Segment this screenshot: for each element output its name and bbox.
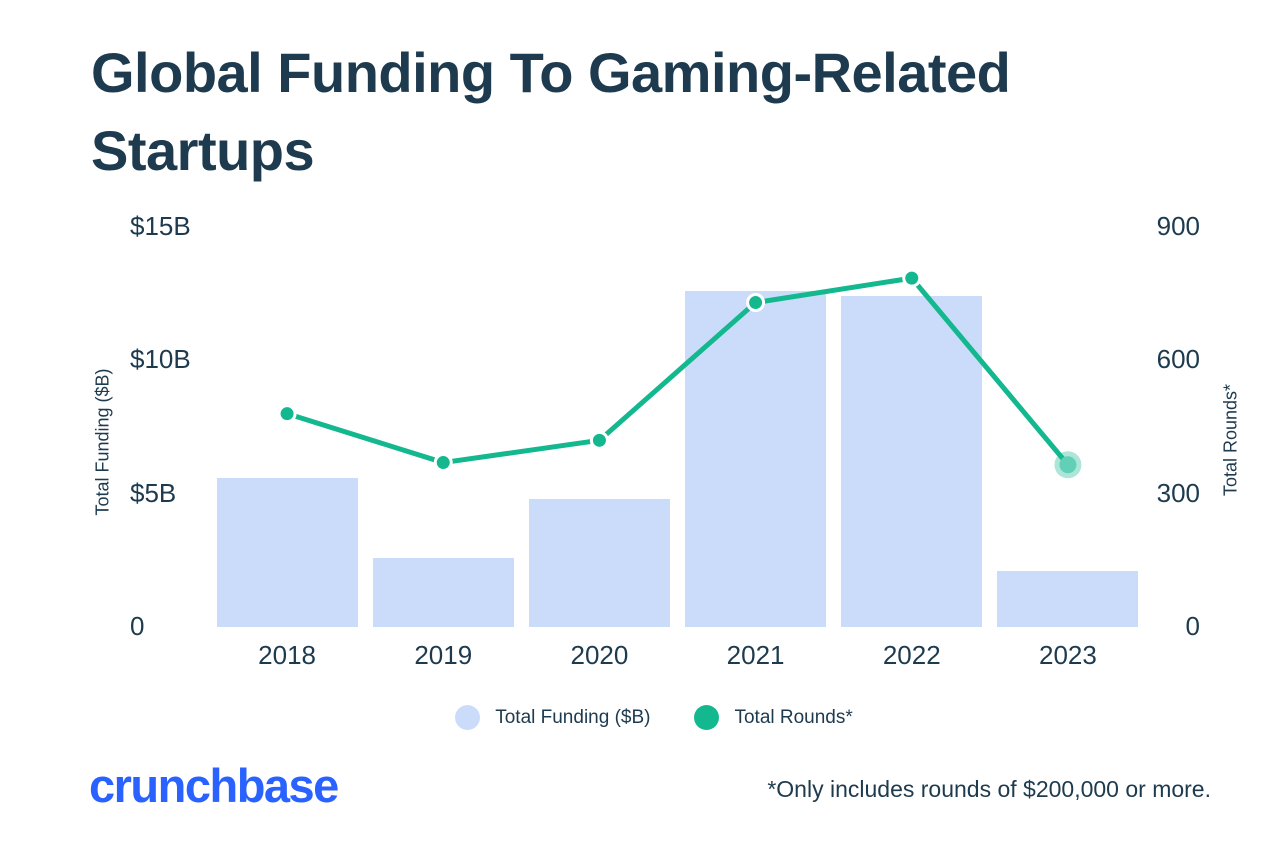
funding-bar-2022 (841, 296, 983, 627)
rounds-point-2019 (433, 453, 453, 473)
rounds-point-2021 (746, 293, 766, 313)
footnote: *Only includes rounds of $200,000 or mor… (767, 776, 1211, 802)
rounds-point-2022 (902, 268, 922, 288)
rounds-point-2018 (277, 404, 297, 424)
x-axis-label-2023: 2023 (1038, 640, 1097, 670)
right-axis-tick-300: 300 (1156, 477, 1200, 508)
chart-legend: Total Funding ($B) Total Rounds* (14, 705, 1280, 730)
rounds-point-2023 (1059, 456, 1077, 474)
x-axis-label-2021: 2021 (726, 640, 785, 670)
x-axis-label-2022: 2022 (882, 640, 941, 670)
rounds-line-layer (277, 268, 1082, 479)
right-axis-tick-600: 600 (1156, 344, 1200, 375)
crunchbase-logo: crunchbase (89, 759, 339, 812)
legend-item-total-rounds: Total Rounds* (694, 705, 853, 730)
funding-bar-2019 (372, 557, 514, 627)
x-axis-label-2018: 2018 (258, 640, 316, 670)
funding-bar-2023 (997, 571, 1139, 627)
right-axis-title: Total Rounds* (1220, 383, 1241, 497)
legend-label-total-funding: Total Funding ($B) (495, 706, 651, 728)
x-axis-label-2019: 2019 (414, 640, 473, 670)
chart-title-line-2: Startups (91, 119, 315, 182)
left-axis-tick-10b: $10B (130, 344, 191, 375)
left-axis-tick-0: 0 (130, 610, 145, 641)
chart-title: Global Funding To Gaming-Related Startup… (91, 34, 1011, 190)
funding-bar-2020 (528, 499, 670, 627)
legend-marker-total-rounds (694, 705, 720, 730)
legend-item-total-funding: Total Funding ($B) (455, 705, 650, 730)
left-axis-title: Total Funding ($B) (92, 368, 113, 516)
x-axis-label-2020: 2020 (570, 640, 629, 670)
rounds-line (284, 275, 1071, 468)
chart-title-line-1: Global Funding To Gaming-Related (91, 41, 1011, 104)
left-axis-tick-15b: $15B (130, 210, 191, 241)
funding-bar-2018 (216, 477, 358, 627)
plot-area: 2018 2019 2020 2021 2022 2023 (209, 227, 1146, 670)
right-axis-tick-0: 0 (1185, 610, 1200, 641)
left-axis-tick-5b: $5B (130, 477, 177, 508)
legend-marker-total-funding (455, 705, 481, 730)
rounds-point-2020 (589, 430, 609, 450)
legend-label-total-rounds: Total Rounds* (734, 706, 853, 728)
right-axis-tick-900: 900 (1156, 210, 1200, 241)
